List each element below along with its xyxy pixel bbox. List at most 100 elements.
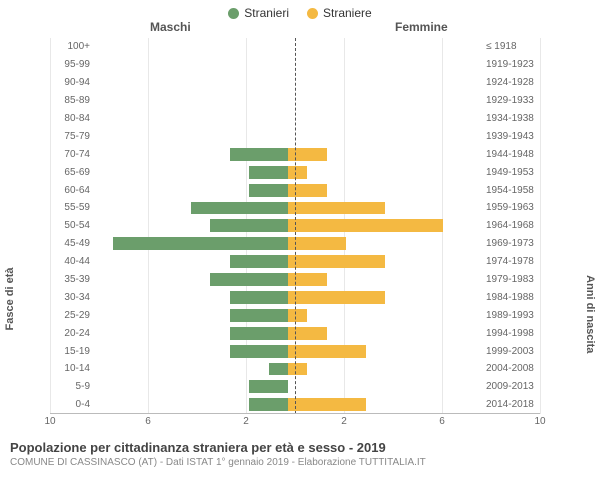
age-row: 20-24 1994-1998 [50, 324, 540, 342]
bar-male [230, 345, 288, 358]
chart-legend: Stranieri Straniere [0, 0, 600, 20]
age-label: 80-84 [50, 113, 94, 124]
year-label: 1944-1948 [482, 149, 540, 160]
year-label: 1999-2003 [482, 346, 540, 357]
age-row: 50-541964-1968 [50, 217, 540, 235]
bar-zone [94, 396, 482, 414]
year-label: 1929-1933 [482, 95, 540, 106]
age-label: 15-19 [50, 346, 94, 357]
legend-item-female: Straniere [307, 6, 372, 20]
bar-zone [94, 110, 482, 128]
age-row: 35-391979-1983 [50, 271, 540, 289]
bar-zone [94, 74, 482, 92]
year-label: 1994-1998 [482, 328, 540, 339]
age-label: 85-89 [50, 95, 94, 106]
bar-zone [94, 127, 482, 145]
age-label: 45-49 [50, 238, 94, 249]
age-row: 70-741944-1948 [50, 145, 540, 163]
year-label: 1924-1928 [482, 77, 540, 88]
bar-male [230, 148, 288, 161]
chart-rows: 100+ ≤ 1918 95-99 1919-1923 90-94 1924-1928 85… [50, 38, 540, 414]
bar-male [249, 380, 288, 393]
age-label: 75-79 [50, 131, 94, 142]
year-label: 1984-1988 [482, 292, 540, 303]
age-label: 95-99 [50, 59, 94, 70]
legend-item-male: Stranieri [228, 6, 289, 20]
age-label: 40-44 [50, 256, 94, 267]
age-row: 0-4 2014-2018 [50, 396, 540, 414]
age-label: 20-24 [50, 328, 94, 339]
year-label: 2004-2008 [482, 363, 540, 374]
age-row: 5-92009-2013 [50, 378, 540, 396]
age-row: 75-79 1939-1943 [50, 127, 540, 145]
bar-zone [94, 38, 482, 56]
bar-female [288, 398, 366, 411]
age-row: 15-19 1999-2003 [50, 342, 540, 360]
year-label: ≤ 1918 [482, 41, 540, 52]
age-row: 65-69 1949-1953 [50, 163, 540, 181]
legend-male-label: Stranieri [244, 6, 289, 20]
bar-female [288, 219, 443, 232]
y-axis-right-label: Anni di nascita [584, 275, 596, 353]
age-row: 90-94 1924-1928 [50, 74, 540, 92]
bar-male [210, 219, 288, 232]
year-label: 1919-1923 [482, 59, 540, 70]
age-row: 40-441974-1978 [50, 253, 540, 271]
age-label: 100+ [50, 41, 94, 52]
bar-male [210, 273, 288, 286]
age-label: 10-14 [50, 363, 94, 374]
bar-male [113, 237, 288, 250]
bar-male [249, 184, 288, 197]
age-row: 60-64 1954-1958 [50, 181, 540, 199]
bar-female [288, 345, 366, 358]
age-label: 65-69 [50, 167, 94, 178]
age-label: 30-34 [50, 292, 94, 303]
bar-male [230, 309, 288, 322]
bar-male [230, 327, 288, 340]
year-label: 1949-1953 [482, 167, 540, 178]
footer-subtitle: COMUNE DI CASSINASCO (AT) - Dati ISTAT 1… [10, 457, 590, 468]
bar-zone [94, 199, 482, 217]
year-label: 1979-1983 [482, 274, 540, 285]
bar-zone [94, 235, 482, 253]
bar-female [288, 184, 327, 197]
x-tick: 10 [534, 416, 545, 427]
year-label: 1959-1963 [482, 202, 540, 213]
bar-male [191, 202, 288, 215]
year-label: 2009-2013 [482, 381, 540, 392]
x-axis: 10622610 [50, 413, 540, 434]
bar-zone [94, 360, 482, 378]
chart-footer: Popolazione per cittadinanza straniera p… [0, 434, 600, 468]
pyramid-chart: Fasce di età Anni di nascita 100+ ≤ 1918 9… [0, 38, 600, 434]
year-label: 1954-1958 [482, 185, 540, 196]
bar-zone [94, 378, 482, 396]
x-tick: 6 [439, 416, 445, 427]
year-label: 2014-2018 [482, 399, 540, 410]
bar-female [288, 148, 327, 161]
bar-zone [94, 253, 482, 271]
year-label: 1969-1973 [482, 238, 540, 249]
age-label: 55-59 [50, 202, 94, 213]
x-tick: 2 [243, 416, 249, 427]
year-label: 1939-1943 [482, 131, 540, 142]
x-tick: 6 [145, 416, 151, 427]
bar-male [230, 255, 288, 268]
bar-zone [94, 342, 482, 360]
year-label: 1964-1968 [482, 220, 540, 231]
female-swatch-icon [307, 8, 318, 19]
bar-male [249, 398, 288, 411]
year-label: 1989-1993 [482, 310, 540, 321]
bar-zone [94, 181, 482, 199]
age-row: 55-59 1959-1963 [50, 199, 540, 217]
age-label: 90-94 [50, 77, 94, 88]
bar-female [288, 202, 385, 215]
bar-male [249, 166, 288, 179]
header-female: Femmine [395, 20, 448, 34]
age-label: 60-64 [50, 185, 94, 196]
x-tick: 10 [44, 416, 55, 427]
year-label: 1934-1938 [482, 113, 540, 124]
bar-female [288, 327, 327, 340]
age-row: 10-14 2004-2008 [50, 360, 540, 378]
y-axis-left-label: Fasce di età [4, 267, 16, 330]
age-label: 0-4 [50, 399, 94, 410]
